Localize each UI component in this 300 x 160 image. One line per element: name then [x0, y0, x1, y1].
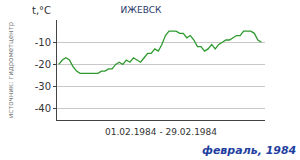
- svg-text:t,°C: t,°C: [32, 5, 51, 16]
- svg-text:-10: -10: [35, 37, 51, 48]
- svg-text:-40: -40: [35, 103, 51, 114]
- svg-text:источник: гидрометцентр: источник: гидрометцентр: [7, 21, 15, 118]
- svg-text:февраль, 1984: февраль, 1984: [202, 144, 296, 157]
- svg-text:-30: -30: [35, 81, 51, 92]
- svg-text:01.02.1984 - 29.02.1984: 01.02.1984 - 29.02.1984: [105, 127, 217, 137]
- svg-text:-20: -20: [35, 59, 51, 70]
- svg-text:ИЖЕВСК: ИЖЕВСК: [121, 5, 163, 15]
